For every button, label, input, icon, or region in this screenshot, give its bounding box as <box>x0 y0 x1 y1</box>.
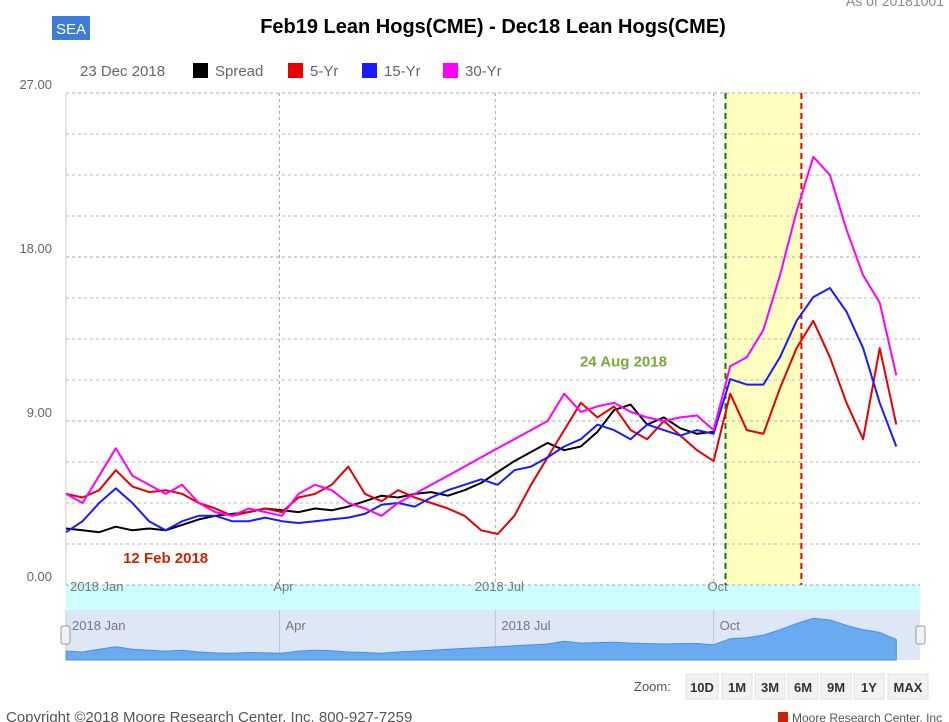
navigator-area <box>65 617 897 661</box>
x-tick-label: Oct <box>707 579 728 594</box>
series-line <box>65 155 898 517</box>
annotation: 12 Feb 2018 <box>123 550 208 567</box>
zoom-button-label[interactable]: MAX <box>894 680 923 695</box>
zoom-button[interactable] <box>787 673 819 700</box>
series-line <box>65 287 898 534</box>
navigator-handle-left[interactable] <box>60 625 71 645</box>
zoom-button[interactable] <box>685 673 719 700</box>
legend-swatch <box>193 63 208 78</box>
zoom-button[interactable] <box>754 673 786 700</box>
navigator-tick-label: Apr <box>286 618 307 633</box>
navigator-tick-label: 2018 Jul <box>501 618 550 633</box>
badge[interactable]: SEA <box>56 21 86 38</box>
navigator-tick-label: 2018 Jan <box>72 618 126 633</box>
x-tick-label: 2018 Jul <box>475 579 524 594</box>
legend-label: 30-Yr <box>465 63 502 80</box>
legend-swatch <box>362 63 377 78</box>
legend-label: 5-Yr <box>310 63 338 80</box>
zoom-button[interactable] <box>887 673 929 700</box>
legend-swatch <box>443 63 458 78</box>
badge-bg[interactable] <box>52 16 90 40</box>
x-tick-label: Apr <box>273 579 294 594</box>
legend-date: 23 Dec 2018 <box>80 63 165 80</box>
axis-band <box>66 585 920 610</box>
y-tick-label: 9.00 <box>27 405 52 420</box>
brand: Moore Research Center, Inc <box>792 711 942 722</box>
zoom-button[interactable] <box>820 673 852 700</box>
y-tick-label: 27.00 <box>19 77 52 92</box>
zoom-button-label[interactable]: 1Y <box>861 680 877 695</box>
zoom-button[interactable] <box>721 673 753 700</box>
zoom-button-label[interactable]: 9M <box>827 680 845 695</box>
legend-label: Spread <box>215 63 263 80</box>
y-tick-label: 18.00 <box>19 241 52 256</box>
legend-label: 15-Yr <box>384 63 421 80</box>
legend-swatch <box>288 63 303 78</box>
zoom-button[interactable] <box>853 673 885 700</box>
series-line <box>65 319 898 535</box>
y-tick-label: 0.00 <box>27 569 52 584</box>
annotation: 24 Aug 2018 <box>580 353 667 370</box>
brand-icon <box>778 712 788 722</box>
navigator-tick-label: Oct <box>720 618 741 633</box>
series-line <box>65 403 714 534</box>
zoom-button-label[interactable]: 3M <box>761 680 779 695</box>
as-of: As of 20181001 <box>846 0 944 9</box>
zoom-button-label[interactable]: 6M <box>794 680 812 695</box>
navigator-handle-right[interactable] <box>915 625 926 645</box>
copyright: Copyright ©2018 Moore Research Center, I… <box>6 709 412 722</box>
zoom-label: Zoom: <box>634 679 671 694</box>
zoom-button-label[interactable]: 10D <box>690 680 714 695</box>
zoom-button-label[interactable]: 1M <box>728 680 746 695</box>
chart-title: Feb19 Lean Hogs(CME) - Dec18 Lean Hogs(C… <box>260 16 726 38</box>
x-tick-label: 2018 Jan <box>70 579 124 594</box>
